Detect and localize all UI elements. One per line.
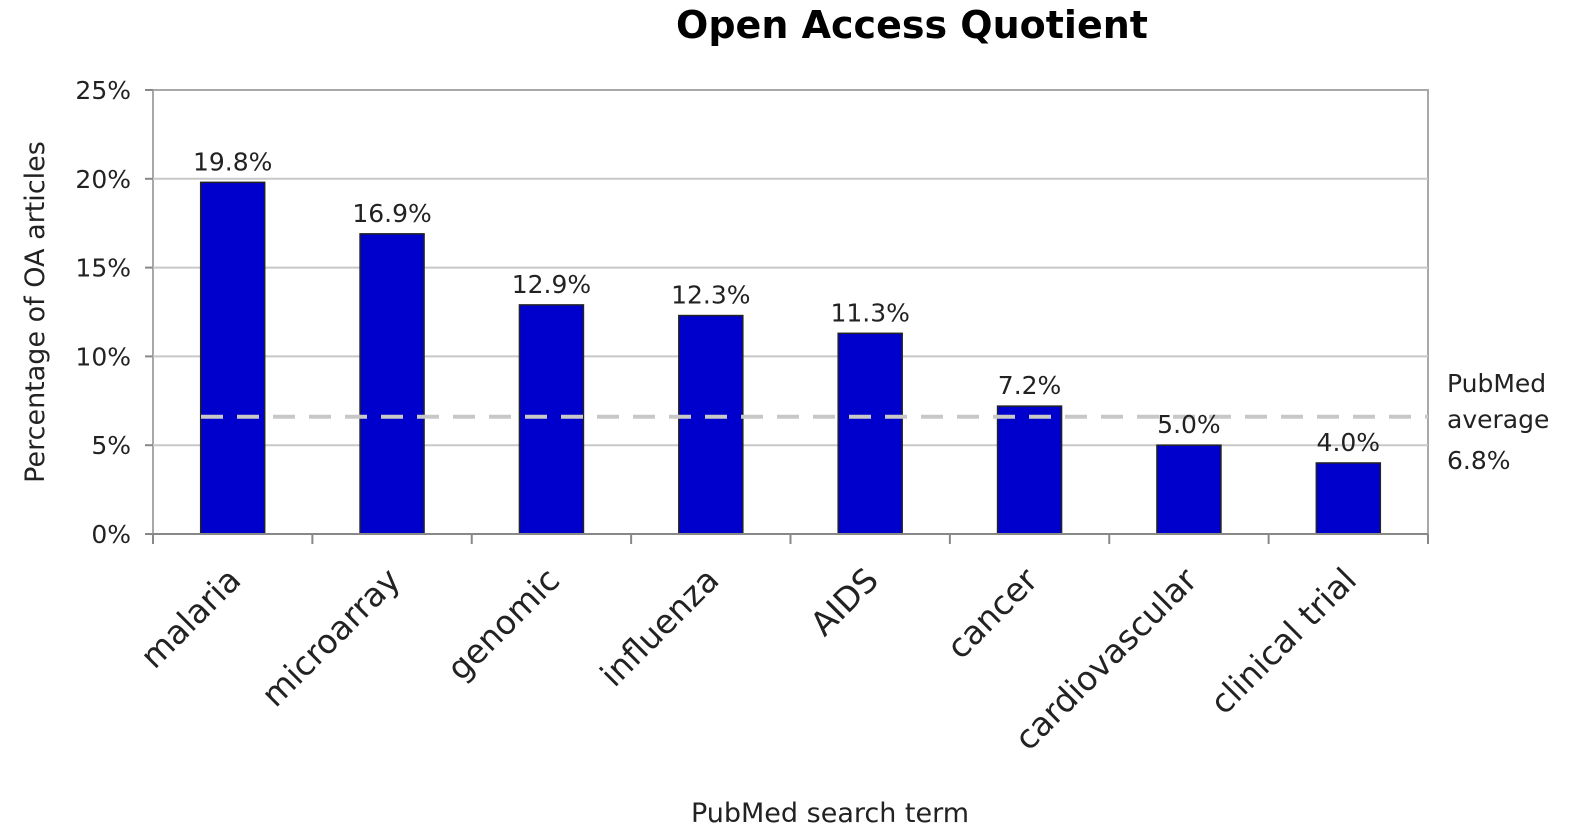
data-label: 19.8% — [193, 147, 272, 176]
data-label: 12.9% — [512, 270, 591, 299]
category-label: cancer — [939, 560, 1046, 667]
bar — [359, 233, 425, 535]
x-axis-title: PubMed search term — [691, 798, 969, 829]
category-labels: malaria microarray genomic influenza AIDS can… — [133, 560, 1364, 758]
category-label: malaria — [133, 560, 249, 676]
plot-area — [152, 89, 1429, 535]
gridlines — [153, 177, 1428, 447]
y-axis-ticks: 0% 5% 10% 15% 20% 25% — [75, 76, 153, 549]
category-label: AIDS — [803, 560, 886, 643]
bars — [199, 181, 1382, 535]
bar — [678, 314, 744, 535]
bar — [199, 181, 266, 535]
y-tick-label: 10% — [75, 342, 131, 371]
category-label: influenza — [592, 560, 726, 694]
data-label: 7.2% — [998, 371, 1062, 400]
y-tick-label: 5% — [91, 431, 131, 460]
category-label: microarray — [254, 560, 408, 714]
bar — [518, 304, 585, 535]
reference-label-line-2: average — [1447, 405, 1549, 434]
reference-label-line-1: PubMed — [1447, 369, 1546, 398]
bar — [1156, 444, 1222, 535]
y-tick-label: 15% — [75, 254, 131, 283]
data-label: 12.3% — [671, 281, 750, 310]
category-label: clinical trial — [1202, 560, 1364, 722]
data-labels: 19.8% 16.9% 12.9% 12.3% 11.3% 7.2% 5.0% 4.0% — [193, 147, 1380, 457]
y-tick-label: 25% — [75, 76, 131, 105]
reference-label-line-3: 6.8% — [1447, 446, 1511, 475]
x-axis — [152, 533, 1429, 544]
bar — [996, 405, 1063, 535]
y-axis-title: Percentage of OA articles — [20, 141, 51, 483]
y-tick-label: 0% — [91, 520, 131, 549]
data-label: 5.0% — [1157, 410, 1221, 439]
chart-title: Open Access Quotient — [676, 3, 1148, 47]
category-label: genomic — [439, 560, 567, 688]
data-label: 16.9% — [352, 199, 431, 228]
y-tick-label: 20% — [75, 165, 131, 194]
bar — [837, 332, 903, 535]
data-label: 11.3% — [830, 298, 909, 327]
data-label: 4.0% — [1317, 428, 1381, 457]
bar — [1315, 462, 1382, 535]
